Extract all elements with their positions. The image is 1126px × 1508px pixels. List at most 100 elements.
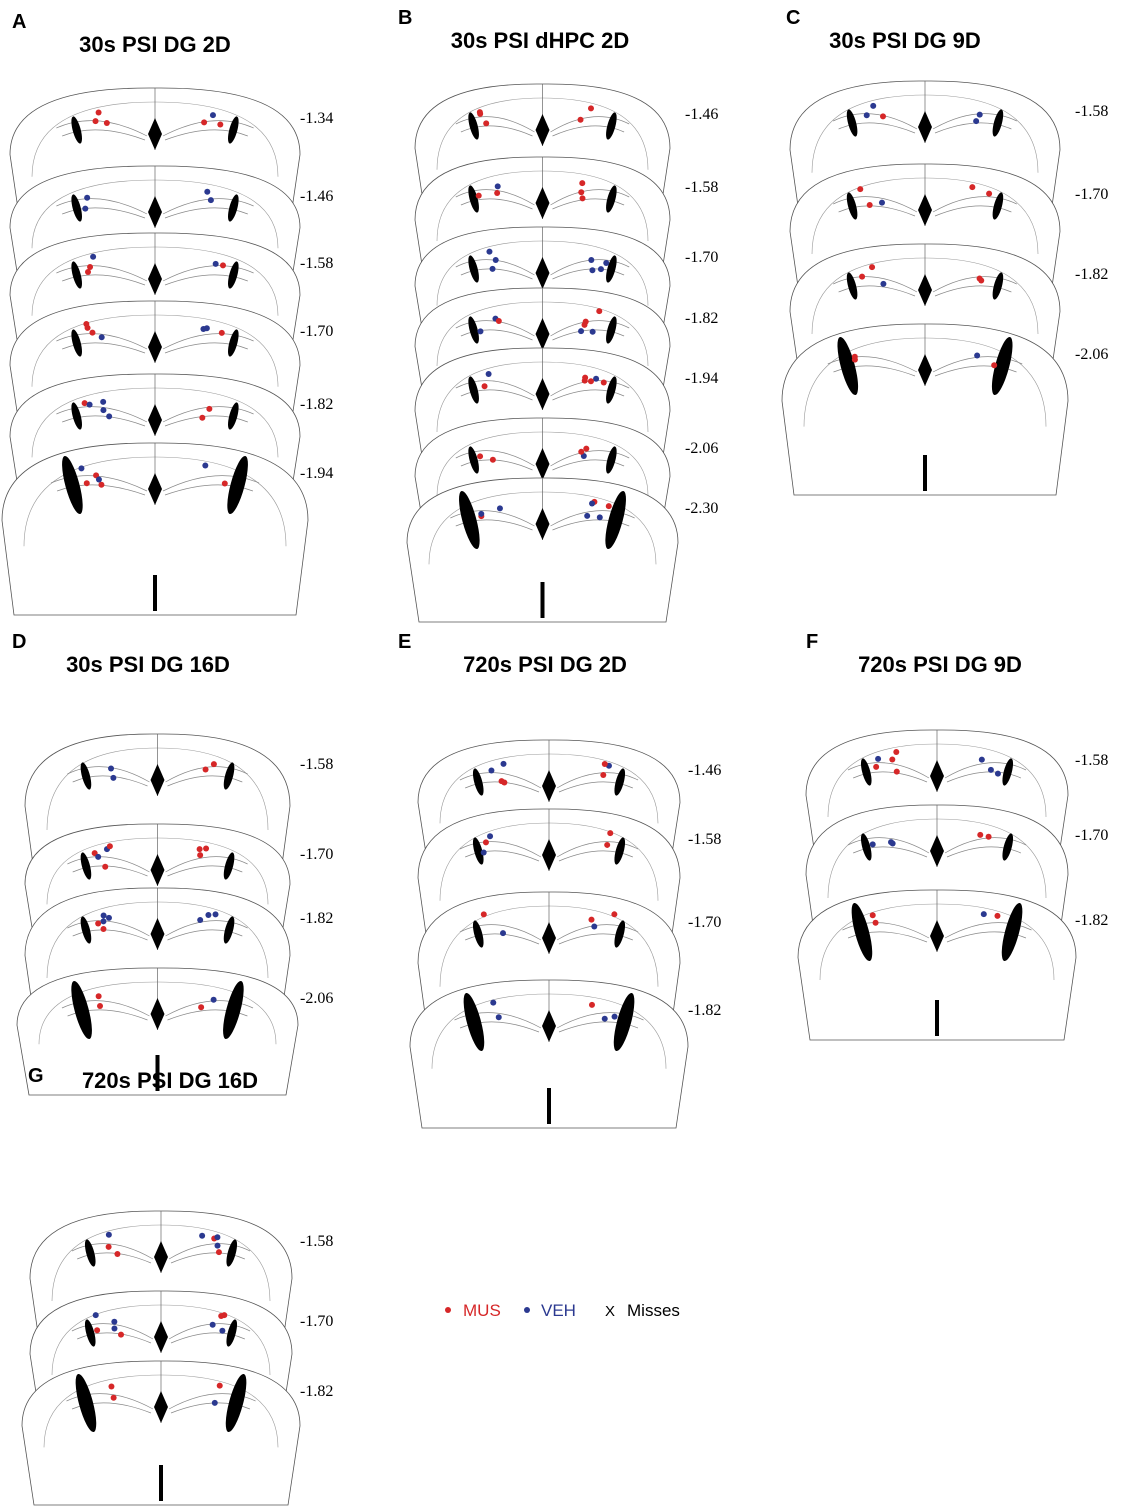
panel-letter: A bbox=[12, 11, 26, 33]
placement-dot bbox=[493, 257, 499, 263]
section-coordinate: -1.94 bbox=[685, 370, 718, 387]
placement-dot bbox=[487, 833, 493, 839]
panel-title: 30s PSI DG 2D bbox=[79, 32, 231, 57]
placement-dot bbox=[612, 1014, 618, 1020]
placement-dot bbox=[208, 197, 214, 203]
legend-label: VEH bbox=[541, 1301, 576, 1320]
placement-dot bbox=[111, 1326, 117, 1332]
placement-dot bbox=[217, 121, 223, 127]
panel-title: 720s PSI DG 9D bbox=[858, 652, 1022, 677]
placement-dot bbox=[90, 254, 96, 260]
placement-dot bbox=[969, 184, 975, 190]
placement-dot bbox=[100, 918, 106, 924]
section-coordinate: -1.82 bbox=[685, 310, 718, 327]
section-coordinate: -2.06 bbox=[1075, 346, 1108, 363]
placement-dot bbox=[213, 261, 219, 267]
placement-dot bbox=[110, 775, 116, 781]
placement-dot bbox=[591, 923, 597, 929]
veh-dot bbox=[524, 1307, 530, 1313]
panel: F720s PSI DG 9D-1.58-1.70-1.82 bbox=[798, 631, 1108, 1040]
placement-dot bbox=[974, 353, 980, 359]
placement-dot bbox=[499, 778, 505, 784]
section-coordinate: -1.70 bbox=[300, 1313, 333, 1330]
placement-dot bbox=[606, 503, 612, 509]
section-coordinate: -1.82 bbox=[688, 1002, 721, 1019]
placement-dot bbox=[977, 832, 983, 838]
placement-dot bbox=[219, 1328, 225, 1334]
placement-dot bbox=[598, 266, 604, 272]
placement-dot bbox=[82, 206, 88, 212]
placement-dot bbox=[477, 111, 483, 117]
placement-dot bbox=[202, 462, 208, 468]
section-coordinate: -1.58 bbox=[300, 756, 333, 773]
placement-dot bbox=[979, 757, 985, 763]
placement-dot bbox=[490, 457, 496, 463]
placement-dot bbox=[873, 920, 879, 926]
placement-dot bbox=[496, 318, 502, 324]
placement-dot bbox=[578, 189, 584, 195]
placement-dot bbox=[220, 262, 226, 268]
placement-dot bbox=[483, 839, 489, 845]
section-coordinate: -2.30 bbox=[685, 500, 718, 517]
placement-dot bbox=[888, 839, 894, 845]
placement-dot bbox=[98, 482, 104, 488]
placement-dot bbox=[204, 189, 210, 195]
legend-label: Misses bbox=[627, 1301, 680, 1320]
placement-dot bbox=[476, 193, 482, 199]
bottom-ventricle bbox=[153, 575, 157, 611]
placement-dot bbox=[607, 830, 613, 836]
bottom-ventricle bbox=[547, 1088, 551, 1124]
placement-dot bbox=[880, 113, 886, 119]
section-coordinate: -1.70 bbox=[688, 914, 721, 931]
placement-dot bbox=[95, 854, 101, 860]
section-coordinate: -2.06 bbox=[685, 440, 718, 457]
placement-dot bbox=[217, 1383, 223, 1389]
placement-dot bbox=[578, 117, 584, 123]
brain-section bbox=[2, 443, 308, 615]
placement-dot bbox=[582, 378, 588, 384]
brain-section bbox=[798, 890, 1076, 1040]
brain-section bbox=[410, 980, 688, 1128]
panel-letter: D bbox=[12, 631, 26, 653]
placement-dot bbox=[867, 202, 873, 208]
placement-dot bbox=[197, 852, 203, 858]
placement-dot bbox=[590, 329, 596, 335]
placement-dot bbox=[212, 1400, 218, 1406]
placement-dot bbox=[583, 446, 589, 452]
placement-dot bbox=[210, 112, 216, 118]
legend-symbol: X bbox=[605, 1303, 615, 1320]
placement-dot bbox=[100, 407, 106, 413]
bottom-ventricle bbox=[923, 455, 927, 491]
placement-dot bbox=[96, 477, 102, 483]
placement-dot bbox=[213, 911, 219, 917]
section-coordinate: -1.34 bbox=[300, 110, 333, 127]
placement-dot bbox=[211, 997, 217, 1003]
placement-dot bbox=[602, 1016, 608, 1022]
section-coordinate: -1.58 bbox=[688, 831, 721, 848]
brain-section bbox=[782, 324, 1068, 495]
placement-dot bbox=[481, 911, 487, 917]
placement-dot bbox=[477, 328, 483, 334]
placement-dot bbox=[84, 480, 90, 486]
brain-section bbox=[22, 1361, 300, 1505]
placement-dot bbox=[95, 921, 101, 927]
placement-dot bbox=[988, 767, 994, 773]
placement-dot bbox=[210, 1322, 216, 1328]
placement-dot bbox=[588, 257, 594, 263]
placement-dot bbox=[580, 195, 586, 201]
placement-dot bbox=[603, 260, 609, 266]
placement-dot bbox=[995, 771, 1001, 777]
section-coordinate: -1.70 bbox=[1075, 186, 1108, 203]
placement-dot bbox=[488, 767, 494, 773]
legend-label: MUS bbox=[463, 1301, 501, 1320]
section-coordinate: -1.46 bbox=[300, 188, 333, 205]
section-coordinate: -1.58 bbox=[300, 1233, 333, 1250]
panel-title: 30s PSI dHPC 2D bbox=[451, 28, 630, 53]
section-coordinate: -1.58 bbox=[685, 179, 718, 196]
panel-title: 30s PSI DG 16D bbox=[66, 652, 230, 677]
section-coordinate: -1.94 bbox=[300, 465, 333, 482]
placement-dot bbox=[578, 449, 584, 455]
placement-dot bbox=[857, 186, 863, 192]
section-coordinate: -1.58 bbox=[1075, 752, 1108, 769]
